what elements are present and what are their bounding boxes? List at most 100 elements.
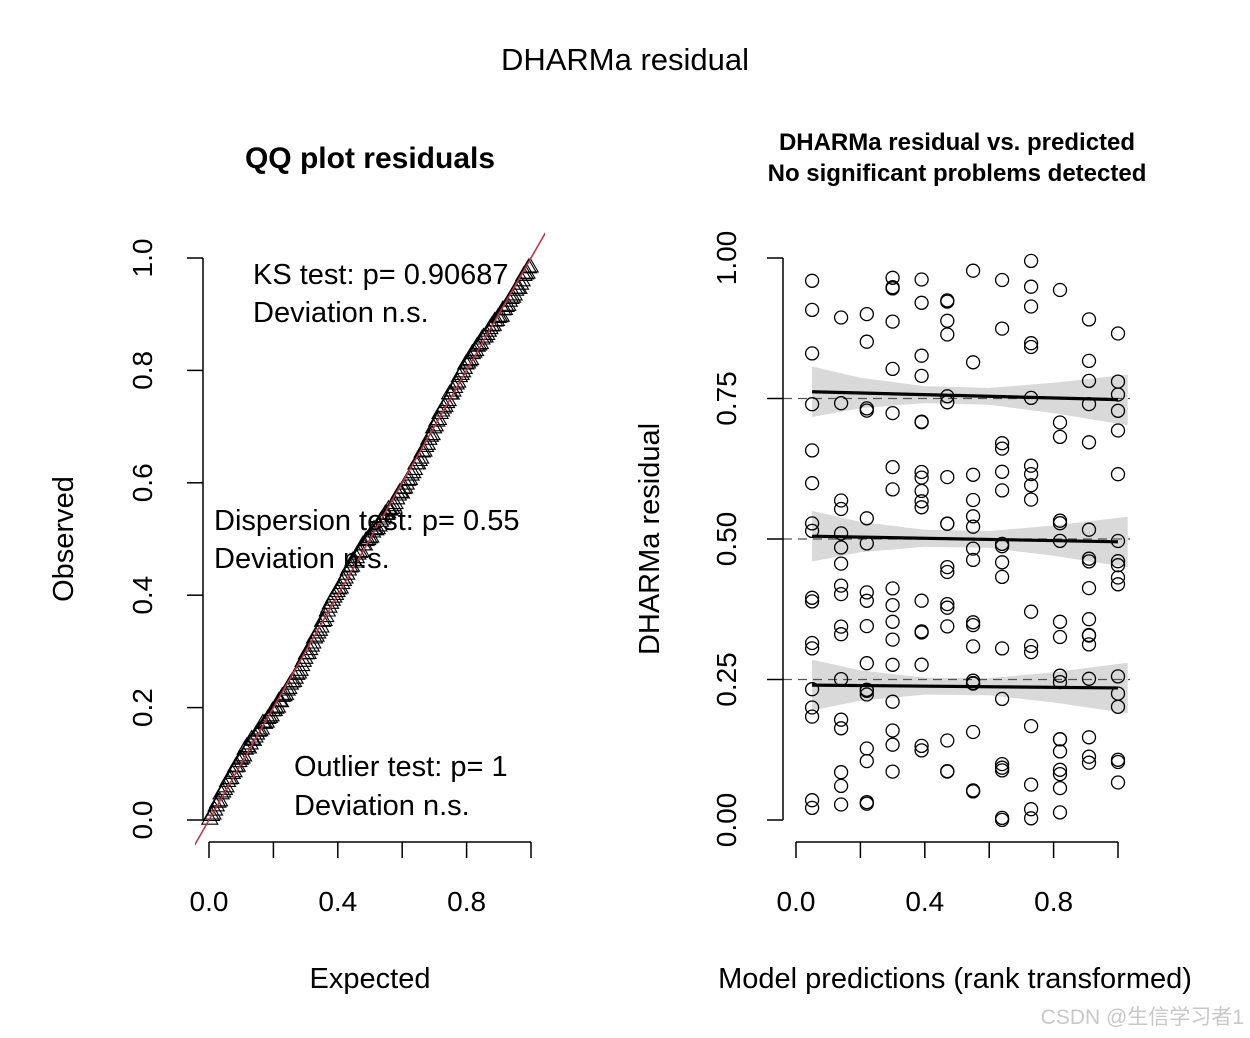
qq-point [390,482,409,498]
resid-point [885,581,900,596]
resid-point [1081,730,1097,745]
resid-points [804,253,1126,828]
resid-point [965,639,981,654]
resid-point [1110,754,1126,770]
resid-point [1081,612,1097,627]
resid-point [965,724,981,740]
resid-point [940,764,955,779]
ks-test-text: KS test: p= 0.90687 [253,259,509,291]
resid-point [914,494,929,509]
qq-point [258,708,277,725]
resid-point [914,738,929,754]
resid-quantile-fit-line [812,390,1119,402]
resid-point [1110,699,1126,714]
resid-point [965,509,981,524]
resid-point [885,314,900,329]
resid-point [804,273,820,288]
resid-quantile-fit-line [812,683,1119,690]
resid-point [833,578,849,593]
resid-point [859,687,874,702]
resid-point [1110,403,1126,418]
resid-point [804,700,820,715]
resid-point [994,464,1010,479]
resid-point [885,657,900,672]
resid-point [914,295,929,310]
qq-point [489,307,507,323]
watermark-text: CSDN @生信学习者1 [1041,1006,1244,1029]
qq-y-ticks: 0.0 0.2 0.4 0.6 0.8 1.0 [127,239,203,839]
qq-point [316,606,335,623]
qq-point [463,343,482,360]
resid-y-tick-label: 1.00 [711,231,742,286]
resid-point [940,294,955,309]
resid-title-line1: DHARMa residual vs. predicted [779,129,1135,156]
resid-point [994,441,1010,456]
resid-point [914,483,929,499]
outlier-test-text: Outlier test: p= 1 [294,751,508,783]
resid-point [1081,312,1097,327]
resid-point [1052,415,1068,430]
resid-point [1023,638,1039,654]
resid-point [885,270,900,285]
resid-point [833,778,849,794]
resid-point [1052,282,1068,298]
resid-point [1023,299,1039,314]
resid-point [1110,669,1126,684]
resid-point [833,619,849,634]
qq-point [208,792,227,808]
resid-point [965,784,981,799]
qq-y-tick-label: 0.4 [127,576,158,615]
resid-point [914,272,929,287]
resid-point [940,564,955,580]
resid-point [1081,435,1097,450]
resid-x-tick-label: 0.4 [905,886,944,917]
resid-point [940,733,955,748]
qq-point [204,804,222,820]
qq-x-tick-label: 0.8 [447,886,486,917]
resid-point [965,519,981,534]
qq-point [456,354,475,370]
resid-point [885,597,900,613]
resid-point [1081,373,1097,389]
resid-ylabel: DHARMa residual [634,423,666,655]
resid-point [1023,492,1039,507]
resid-point [885,281,900,296]
qq-point [485,311,504,327]
resid-point [1023,466,1039,482]
resid-point [914,593,929,608]
resid-point [885,482,900,497]
qq-point [514,265,533,282]
resid-point [965,676,981,691]
qq-point [205,800,224,816]
resid-point [940,619,955,634]
resid-point [833,540,849,555]
resid-point [1023,279,1039,294]
resid-point [940,516,955,531]
resid-point [804,443,820,458]
resid-point [994,483,1010,498]
outlier-deviation-text: Deviation n.s. [294,790,470,822]
resid-point [940,600,955,615]
resid-point [940,327,955,342]
resid-point [1081,628,1097,643]
resid-point [1110,326,1126,341]
resid-point [885,723,900,738]
qq-x-tick-label: 0.4 [318,886,357,917]
resid-point [914,500,929,515]
ks-deviation-text: Deviation n.s. [253,297,429,329]
resid-point [965,263,981,278]
qq-xlabel: Expected [310,963,431,995]
resid-y-tick-label: 0.75 [711,371,742,426]
dispersion-deviation-text: Deviation n.s. [214,543,390,575]
resid-point [994,756,1010,772]
resid-y-tick-label: 0.25 [711,652,742,707]
dispersion-test-text: Dispersion test: p= 0.55 [214,505,519,537]
qq-point [331,578,350,594]
resid-point [914,464,929,480]
resid-point [1081,580,1097,596]
resid-point [1081,637,1097,652]
resid-title-line2: No significant problems detected [768,160,1147,187]
resid-point [833,712,849,727]
resid-point [1081,551,1097,566]
